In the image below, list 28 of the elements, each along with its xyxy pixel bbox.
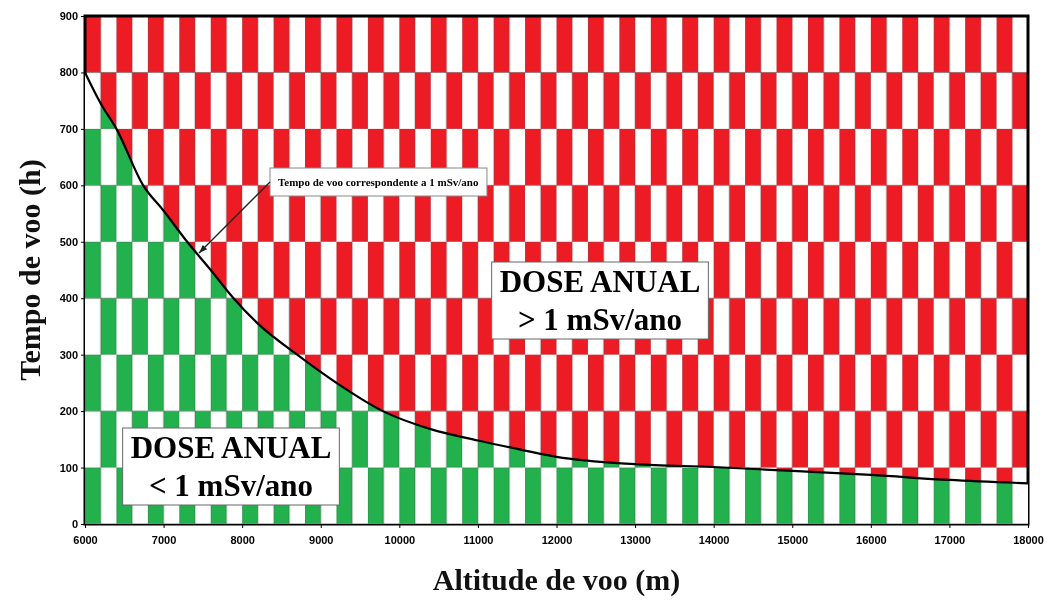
- y-tick-label: 100: [59, 461, 78, 474]
- x-tick-label: 15000: [777, 534, 809, 547]
- x-tick-label: 6000: [73, 534, 98, 547]
- x-tick-label: 14000: [698, 534, 730, 547]
- annotation: DOSE ANUAL < 1 mSv/ano: [130, 430, 332, 503]
- annotation: DOSE ANUAL > 1 mSv/ano: [499, 264, 701, 337]
- x-tick-label: 13000: [620, 534, 651, 547]
- x-axis-title: Altitude de voo (m): [432, 563, 681, 597]
- y-axis-title: Tempo de voo (h): [13, 159, 47, 381]
- y-tick-label: 600: [59, 179, 78, 192]
- x-tick-label: 7000: [151, 534, 177, 547]
- annotation: Tempo de voo correspondente a 1 mSv/ano: [278, 176, 479, 188]
- x-tick-label: 16000: [856, 534, 887, 547]
- y-tick-label: 700: [59, 122, 78, 135]
- x-tick-label: 8000: [230, 534, 255, 547]
- y-tick-label: 900: [59, 10, 78, 23]
- y-tick-label: 200: [59, 405, 78, 418]
- y-tick-label: 500: [59, 235, 78, 248]
- x-tick-label: 12000: [541, 534, 573, 547]
- x-tick-label: 9000: [309, 534, 334, 547]
- y-tick-label: 400: [59, 292, 78, 305]
- y-tick-label: 300: [59, 348, 78, 361]
- x-tick-label: 10000: [384, 534, 416, 547]
- x-tick-label: 17000: [934, 534, 966, 547]
- y-tick-label: 0: [71, 518, 78, 531]
- x-tick-label: 11000: [463, 534, 494, 547]
- y-tick-label: 800: [59, 66, 78, 79]
- x-tick-label: 18000: [1013, 534, 1044, 547]
